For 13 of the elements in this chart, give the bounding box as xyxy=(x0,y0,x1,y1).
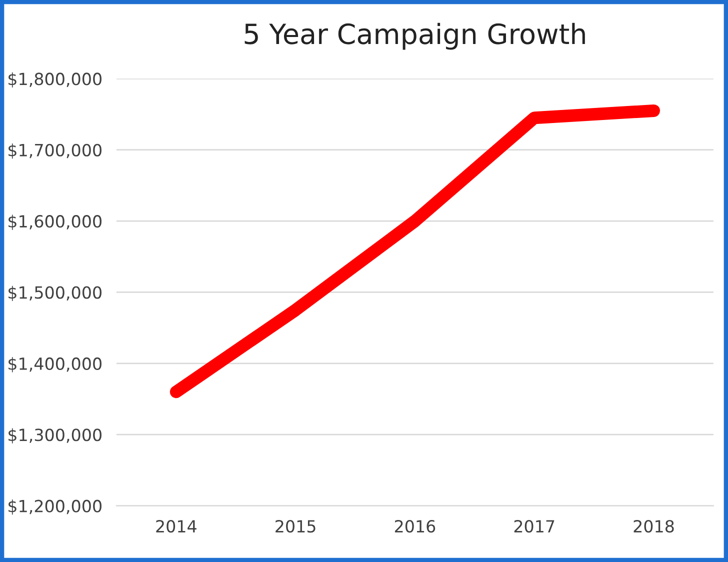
y-tick-label: $1,700,000 xyxy=(8,144,102,159)
y-tick-label: $1,600,000 xyxy=(8,214,102,230)
y-tick-label: $1,200,000 xyxy=(8,499,102,515)
chart-title: 5 Year Campaign Growth xyxy=(244,22,585,50)
x-tick-label: 2015 xyxy=(276,520,316,533)
y-tick-label: $1,400,000 xyxy=(8,357,102,372)
y-tick-label: $1,800,000 xyxy=(8,72,102,88)
y-tick-label: $1,300,000 xyxy=(8,428,102,444)
x-tick-label: 2018 xyxy=(634,520,674,533)
x-tick-label: 2017 xyxy=(514,520,554,533)
y-tick-label: $1,500,000 xyxy=(8,286,102,302)
x-tick-label: 2016 xyxy=(394,520,436,533)
x-tick-label: 2014 xyxy=(156,520,196,533)
